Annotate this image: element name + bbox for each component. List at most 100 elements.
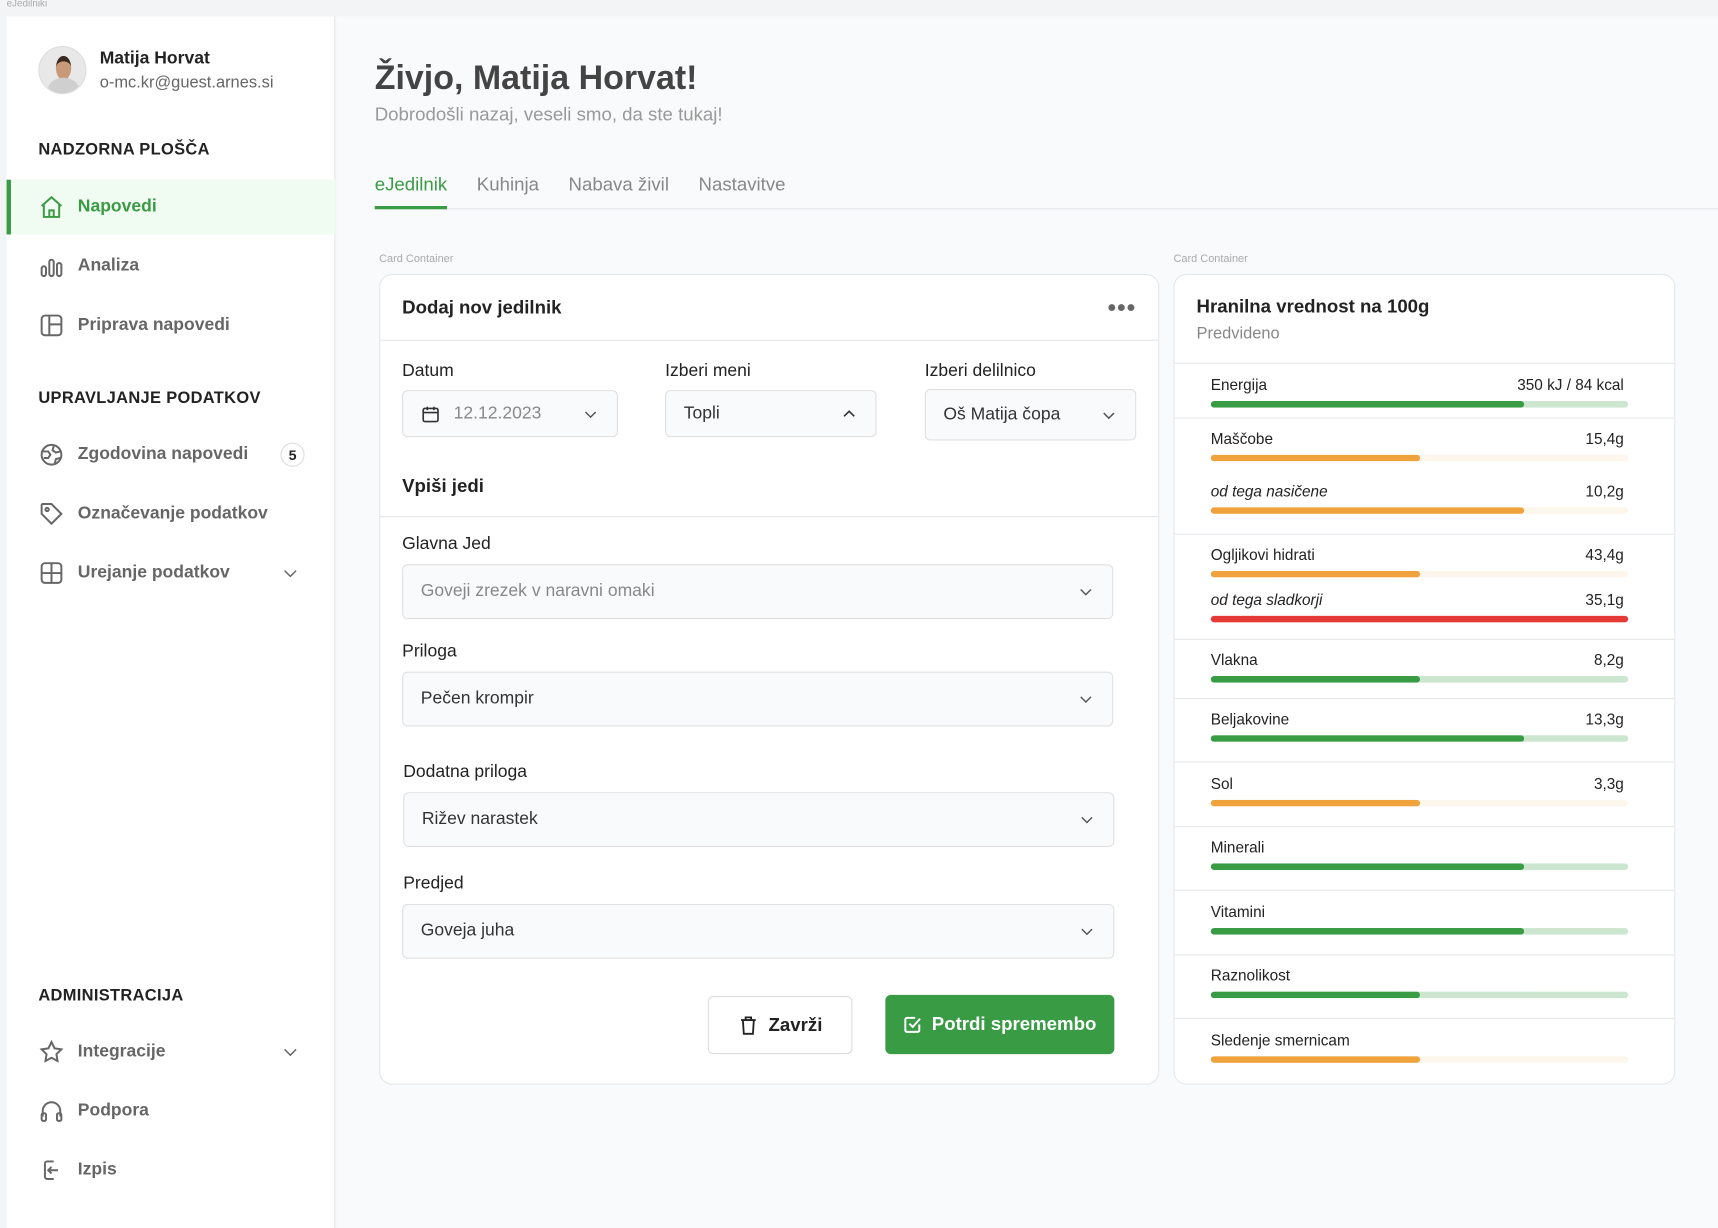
sidebar-item-priprava[interactable]: Priprava napovedi: [7, 298, 336, 353]
sidebar-item-label: Integracije: [77, 1042, 166, 1061]
nutrient-value: 3,3g: [1593, 774, 1624, 793]
nutrient-0: Energija 350 kJ / 84 kcal: [1210, 375, 1629, 408]
card-label: Card Container: [1173, 253, 1248, 266]
sidebar-item-label: Podpora: [77, 1101, 149, 1120]
sidebar-item-label: Napovedi: [77, 197, 157, 216]
sidebar: Matija Horvat o-mc.kr@guest.arnes.si NAD…: [6, 16, 336, 1228]
nutrient-label: Energija: [1210, 375, 1268, 394]
nutrient-bar: [1210, 401, 1629, 408]
discard-button[interactable]: Zavrži: [707, 995, 853, 1055]
sidebar-item-zgodovina[interactable]: Zgodovina napovedi 5: [7, 427, 336, 482]
nutrient-bar: [1210, 928, 1629, 935]
nutrient-9: Vitamini: [1210, 903, 1629, 935]
nutrient-4: od tega sladkorji 35,1g: [1210, 590, 1629, 623]
nutrient-11: Sledenje smernicam: [1210, 1031, 1629, 1063]
user-email: o-mc.kr@guest.arnes.si: [99, 72, 274, 92]
section-title: Vpiši jedi: [402, 475, 484, 497]
nutrient-bar: [1210, 991, 1629, 999]
nutrient-7: Sol 3,3g: [1210, 774, 1629, 807]
menu-form-card: Dodaj nov jedilnik ••• Datum 12.12.2023 …: [379, 273, 1160, 1085]
sidebar-item-napovedi[interactable]: Napovedi: [6, 179, 336, 235]
sidebar-item-label: Urejanje podatkov: [77, 563, 230, 582]
nutrient-bar-fill: [1210, 735, 1524, 742]
nutrition-card: Hranilna vrednost na 100g Predvideno Ene…: [1173, 273, 1676, 1085]
divider: [1174, 417, 1675, 419]
menu-select[interactable]: Topli: [665, 390, 877, 438]
starter-label: Predjed: [403, 874, 464, 893]
divider: [1174, 697, 1675, 700]
card-label: Card Container: [379, 253, 454, 266]
nutrition-subtitle: Predvideno: [1196, 324, 1280, 343]
bar-chart-icon: [40, 258, 63, 278]
nutrient-bar-fill: [1210, 615, 1629, 623]
extra-side-label: Dodatna priloga: [403, 762, 527, 782]
nutrient-bar-fill: [1210, 991, 1420, 999]
logout-icon: [43, 1160, 59, 1180]
starter-select[interactable]: Goveja juha: [402, 903, 1115, 959]
nutrient-bar-fill: [1210, 401, 1524, 408]
nutrient-5: Vlakna 8,2g: [1210, 650, 1629, 683]
nutrient-8: Minerali: [1210, 838, 1629, 870]
tab-kuhinja[interactable]: Kuhinja: [476, 174, 539, 196]
side-dish-label: Priloga: [402, 642, 457, 661]
nutrient-label: od tega nasičene: [1210, 482, 1328, 500]
chevron-down-icon: [284, 1048, 297, 1057]
sidebar-item-urejanje[interactable]: Urejanje podatkov: [7, 546, 336, 601]
sidebar-item-label: Označevanje podatkov: [77, 504, 268, 523]
more-options-icon[interactable]: •••: [1107, 293, 1137, 321]
main-dish-select[interactable]: Goveji zrezek v naravni omaki: [402, 564, 1114, 620]
calendar-icon: [422, 406, 439, 422]
nutrient-label: Ogljikovi hidrati: [1210, 545, 1315, 564]
sidebar-item-oznacevanje[interactable]: Označevanje podatkov: [7, 486, 336, 541]
nutrient-label: Vlakna: [1210, 650, 1258, 669]
user-name: Matija Horvat: [99, 48, 210, 68]
tab-nastavitve[interactable]: Nastavitve: [698, 174, 786, 196]
page-subtitle: Dobrodošli nazaj, veseli smo, da ste tuk…: [374, 104, 723, 125]
nutrient-bar-fill: [1210, 1056, 1420, 1063]
nutrient-2: od tega nasičene 10,2g: [1210, 482, 1629, 514]
nutrient-bar: [1210, 735, 1629, 742]
date-picker[interactable]: 12.12.2023: [402, 390, 618, 438]
tag-icon: [40, 503, 63, 526]
nutrient-bar-fill: [1210, 570, 1420, 578]
menu-label: Izberi meni: [665, 361, 751, 381]
sidebar-item-integracije[interactable]: Integracije: [7, 1024, 336, 1079]
sidebar-item-analiza[interactable]: Analiza: [7, 239, 336, 294]
nutrient-bar: [1210, 507, 1629, 514]
divider: [1174, 1017, 1675, 1020]
nutrient-label: Maščobe: [1210, 429, 1273, 448]
nutrient-bar-fill: [1210, 799, 1420, 807]
main-dish-label: Glavna Jed: [402, 534, 491, 554]
divider: [1174, 533, 1675, 535]
chevron-down-icon: [1080, 696, 1092, 704]
sidebar-item-podpora[interactable]: Podpora: [7, 1084, 336, 1139]
sidebar-item-label: Analiza: [77, 256, 140, 276]
nutrient-label: Beljakovine: [1210, 710, 1290, 728]
side-dish-select[interactable]: Pečen krompir: [402, 671, 1114, 727]
nutrient-bar-fill: [1210, 507, 1524, 514]
nutrient-value: 15,4g: [1585, 429, 1624, 448]
confirm-button[interactable]: Potrdi spremembo: [885, 994, 1115, 1055]
nutrient-bar: [1210, 615, 1629, 623]
chevron-down-icon: [1080, 588, 1092, 596]
main-content: Živjo, Matija Horvat! Dobrodošli nazaj, …: [336, 16, 1718, 1228]
sidebar-item-izpis[interactable]: Izpis: [7, 1143, 336, 1198]
nutrient-label: Sledenje smernicam: [1210, 1031, 1350, 1049]
nutrient-bar: [1210, 1056, 1629, 1063]
tab-ejedilnik[interactable]: eJedilnik: [374, 170, 448, 210]
nutrient-value: 350 kJ / 84 kcal: [1517, 375, 1624, 394]
site-select[interactable]: Oš Matija čopa: [924, 388, 1137, 441]
nutrient-label: od tega sladkorji: [1210, 590, 1323, 609]
tab-nabava[interactable]: Nabava živil: [568, 174, 669, 196]
nutrient-bar-fill: [1210, 863, 1524, 870]
section-dashboard: NADZORNA PLOŠČA: [38, 140, 210, 159]
user-profile[interactable]: Matija Horvat o-mc.kr@guest.arnes.si: [38, 46, 274, 95]
nutrient-bar-fill: [1210, 454, 1420, 462]
nutrition-title: Hranilna vrednost na 100g: [1196, 295, 1430, 317]
extra-side-select[interactable]: Rižev narastek: [403, 792, 1115, 847]
card-title: Dodaj nov jedilnik: [402, 296, 562, 318]
nutrient-bar: [1210, 570, 1629, 578]
divider: [1174, 761, 1675, 763]
nutrient-label: Sol: [1210, 774, 1233, 793]
chevron-down-icon: [1081, 928, 1093, 936]
